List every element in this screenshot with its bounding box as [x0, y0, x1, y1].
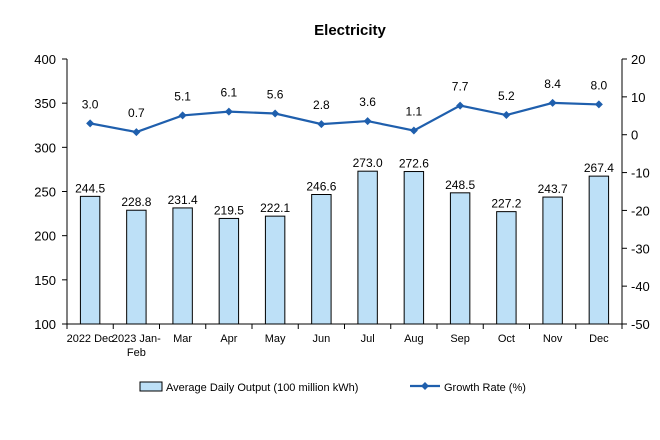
- chart-title: Electricity: [314, 22, 386, 39]
- legend: Average Daily Output (100 million kWh) G…: [139, 381, 526, 394]
- line-value-label: 1.1: [406, 105, 423, 119]
- x-category-label: Dec: [589, 333, 609, 345]
- bar: [449, 192, 471, 325]
- legend-bar-label: Average Daily Output (100 million kWh): [166, 382, 358, 394]
- bar: [403, 171, 425, 325]
- right-tick-label: -10: [631, 166, 650, 181]
- right-tick-label: 0: [631, 128, 638, 143]
- x-category-label: May: [265, 333, 286, 345]
- line-value-label: 8.0: [591, 78, 608, 92]
- x-category-label: Oct: [498, 333, 515, 345]
- line-point-marker: [502, 111, 511, 120]
- line-series: 3.0 0.7 5.1 6.1 5.6 2.8 3.6 1.1 7.7 5.2 8.4 8.0: [82, 77, 608, 137]
- x-category-label: Aug: [404, 333, 424, 345]
- line-value-label: 5.1: [174, 89, 191, 103]
- left-tick-label: 150: [34, 273, 56, 288]
- left-tick-label: 100: [34, 317, 56, 332]
- bar: [264, 215, 286, 325]
- legend-bar-swatch: [139, 381, 163, 392]
- right-tick-label: 20: [631, 52, 645, 67]
- line-value-label: 2.8: [313, 98, 330, 112]
- bar-value-label: 246.6: [306, 180, 336, 194]
- line-value-label: 5.6: [267, 88, 284, 102]
- bar-value-label: 222.1: [260, 201, 290, 215]
- bar: [357, 170, 378, 325]
- line-point-marker: [363, 117, 372, 126]
- bar-value-label: 273.0: [353, 156, 383, 170]
- bar: [79, 195, 101, 325]
- left-y-axis: 100 150 200 250 300 350 400: [34, 52, 623, 332]
- bar-value-label: 227.2: [491, 197, 521, 211]
- line-point-marker: [132, 128, 141, 137]
- line-point-marker: [271, 109, 280, 118]
- x-category-label: 2022 Dec: [67, 333, 115, 345]
- bar-value-label: 228.8: [121, 195, 151, 209]
- right-tick-label: -50: [631, 317, 650, 332]
- x-category-label: Nov: [543, 333, 563, 345]
- right-tick-label: 10: [631, 90, 645, 105]
- line-point-marker: [409, 126, 418, 135]
- x-category-label: Mar: [173, 333, 192, 345]
- bar-series: 244.5 228.8 231.4 219.5 222.1 246.6 273.0 272.6…: [75, 156, 614, 325]
- line-value-label: 6.1: [221, 86, 238, 100]
- left-tick-label: 350: [34, 96, 56, 111]
- legend-line-marker: [421, 382, 429, 390]
- left-tick-label: 300: [34, 140, 56, 155]
- bar-value-label: 267.4: [584, 161, 614, 175]
- line-value-label: 8.4: [544, 77, 561, 91]
- x-category-label: Jun: [313, 333, 331, 345]
- left-tick-label: 250: [34, 185, 56, 200]
- right-y-axis: -50 -40 -30 -20 -10 0 10 20: [621, 52, 650, 332]
- line-point-marker: [456, 101, 465, 110]
- x-category-label: 2023 Jan-: [112, 333, 161, 345]
- line-value-label: 3.6: [359, 95, 376, 109]
- x-category-label: Feb: [127, 347, 146, 359]
- x-category-label: Sep: [450, 333, 470, 345]
- bar: [172, 207, 193, 325]
- bar-value-label: 243.7: [538, 182, 568, 196]
- right-tick-label: -20: [631, 203, 650, 218]
- line-value-label: 0.7: [128, 106, 145, 120]
- bar-value-label: 248.5: [445, 178, 475, 192]
- line-point-marker: [178, 111, 187, 120]
- bar-value-label: 244.5: [75, 181, 105, 195]
- bar: [588, 175, 610, 325]
- legend-line-label: Growth Rate (%): [444, 382, 526, 394]
- line-point-marker: [224, 107, 233, 116]
- bar: [542, 196, 563, 325]
- x-category-label: Apr: [220, 333, 237, 345]
- line-point-marker: [86, 119, 95, 128]
- line-value-label: 5.2: [498, 89, 515, 103]
- bar: [126, 209, 147, 325]
- bar: [496, 211, 517, 325]
- line-value-label: 7.7: [452, 80, 469, 94]
- bar: [311, 194, 332, 325]
- right-tick-label: -40: [631, 279, 650, 294]
- x-category-label: Jul: [361, 333, 375, 345]
- right-tick-label: -30: [631, 241, 650, 256]
- bar-value-label: 272.6: [399, 157, 429, 171]
- left-tick-label: 200: [34, 229, 56, 244]
- bar: [218, 217, 240, 325]
- line-point-marker: [317, 120, 326, 129]
- line-point-marker: [594, 100, 603, 109]
- line-point-marker: [548, 98, 557, 107]
- bar-value-label: 231.4: [168, 193, 198, 207]
- growth-rate-line: [89, 101, 599, 134]
- bar-value-label: 219.5: [214, 203, 244, 217]
- left-tick-label: 400: [34, 52, 56, 67]
- line-value-label: 3.0: [82, 97, 99, 111]
